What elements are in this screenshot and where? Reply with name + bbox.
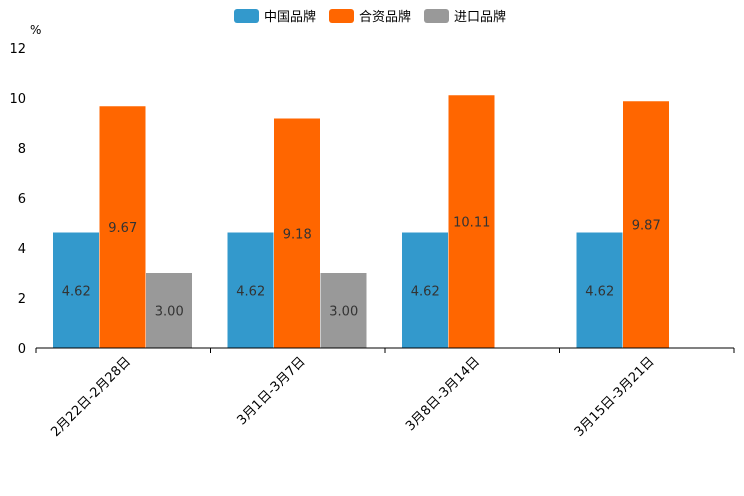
y-tick-label: 2 <box>18 292 26 307</box>
bar <box>576 232 623 348</box>
legend-label: 合资品牌 <box>359 9 411 25</box>
data-label: 4.62 <box>62 284 91 299</box>
bar <box>99 106 146 348</box>
bar <box>227 232 274 348</box>
legend-swatch <box>424 9 449 23</box>
y-tick-label: 12 <box>9 42 26 57</box>
legend-item[interactable]: 中国品牌 <box>234 9 316 25</box>
x-tick-label: 3月8日-3月14日 <box>403 354 483 434</box>
y-tick-label: 8 <box>18 142 26 157</box>
bar <box>623 101 669 348</box>
x-tick-label: 3月1日-3月7日 <box>234 354 308 428</box>
bar <box>146 273 192 348</box>
y-axis-unit: % <box>30 23 41 37</box>
data-label: 9.67 <box>108 221 137 236</box>
bar-labels: 4.62 4.62 4.62 4.62 9.67 9.18 10.11 9.87 3.00 3.0… <box>62 216 661 320</box>
bar <box>53 232 99 348</box>
x-tick-label: 2月22日-2月28日 <box>48 354 134 440</box>
y-axis: 0 2 4 6 8 10 12 <box>9 42 26 357</box>
y-tick-label: 4 <box>18 242 26 257</box>
data-label: 4.62 <box>411 284 440 299</box>
data-label: 10.11 <box>453 216 490 231</box>
x-axis: 2月22日-2月28日 3月1日-3月7日 3月8日-3月14日 3月15日-3月21… <box>35 348 735 440</box>
data-label: 4.62 <box>585 284 614 299</box>
bar <box>448 95 495 348</box>
data-label: 3.00 <box>329 305 358 320</box>
legend-item[interactable]: 合资品牌 <box>329 9 411 25</box>
legend-label: 中国品牌 <box>264 9 316 25</box>
data-label: 3.00 <box>155 305 184 320</box>
data-label: 9.18 <box>283 227 312 242</box>
y-tick-label: 6 <box>18 192 26 207</box>
legend-swatch <box>234 9 259 23</box>
y-tick-label: 0 <box>18 342 26 357</box>
legend-swatch <box>329 9 354 23</box>
bar <box>274 118 320 348</box>
bar <box>320 273 367 348</box>
x-tick-label: 3月15日-3月21日 <box>572 354 658 440</box>
legend-label: 进口品牌 <box>454 9 506 25</box>
y-tick-label: 10 <box>9 92 26 107</box>
legend: 中国品牌 合资品牌 进口品牌 <box>234 9 506 25</box>
legend-item[interactable]: 进口品牌 <box>424 9 506 25</box>
bars <box>53 95 669 348</box>
bar <box>402 232 448 348</box>
data-label: 4.62 <box>236 284 265 299</box>
data-label: 9.87 <box>632 219 661 234</box>
